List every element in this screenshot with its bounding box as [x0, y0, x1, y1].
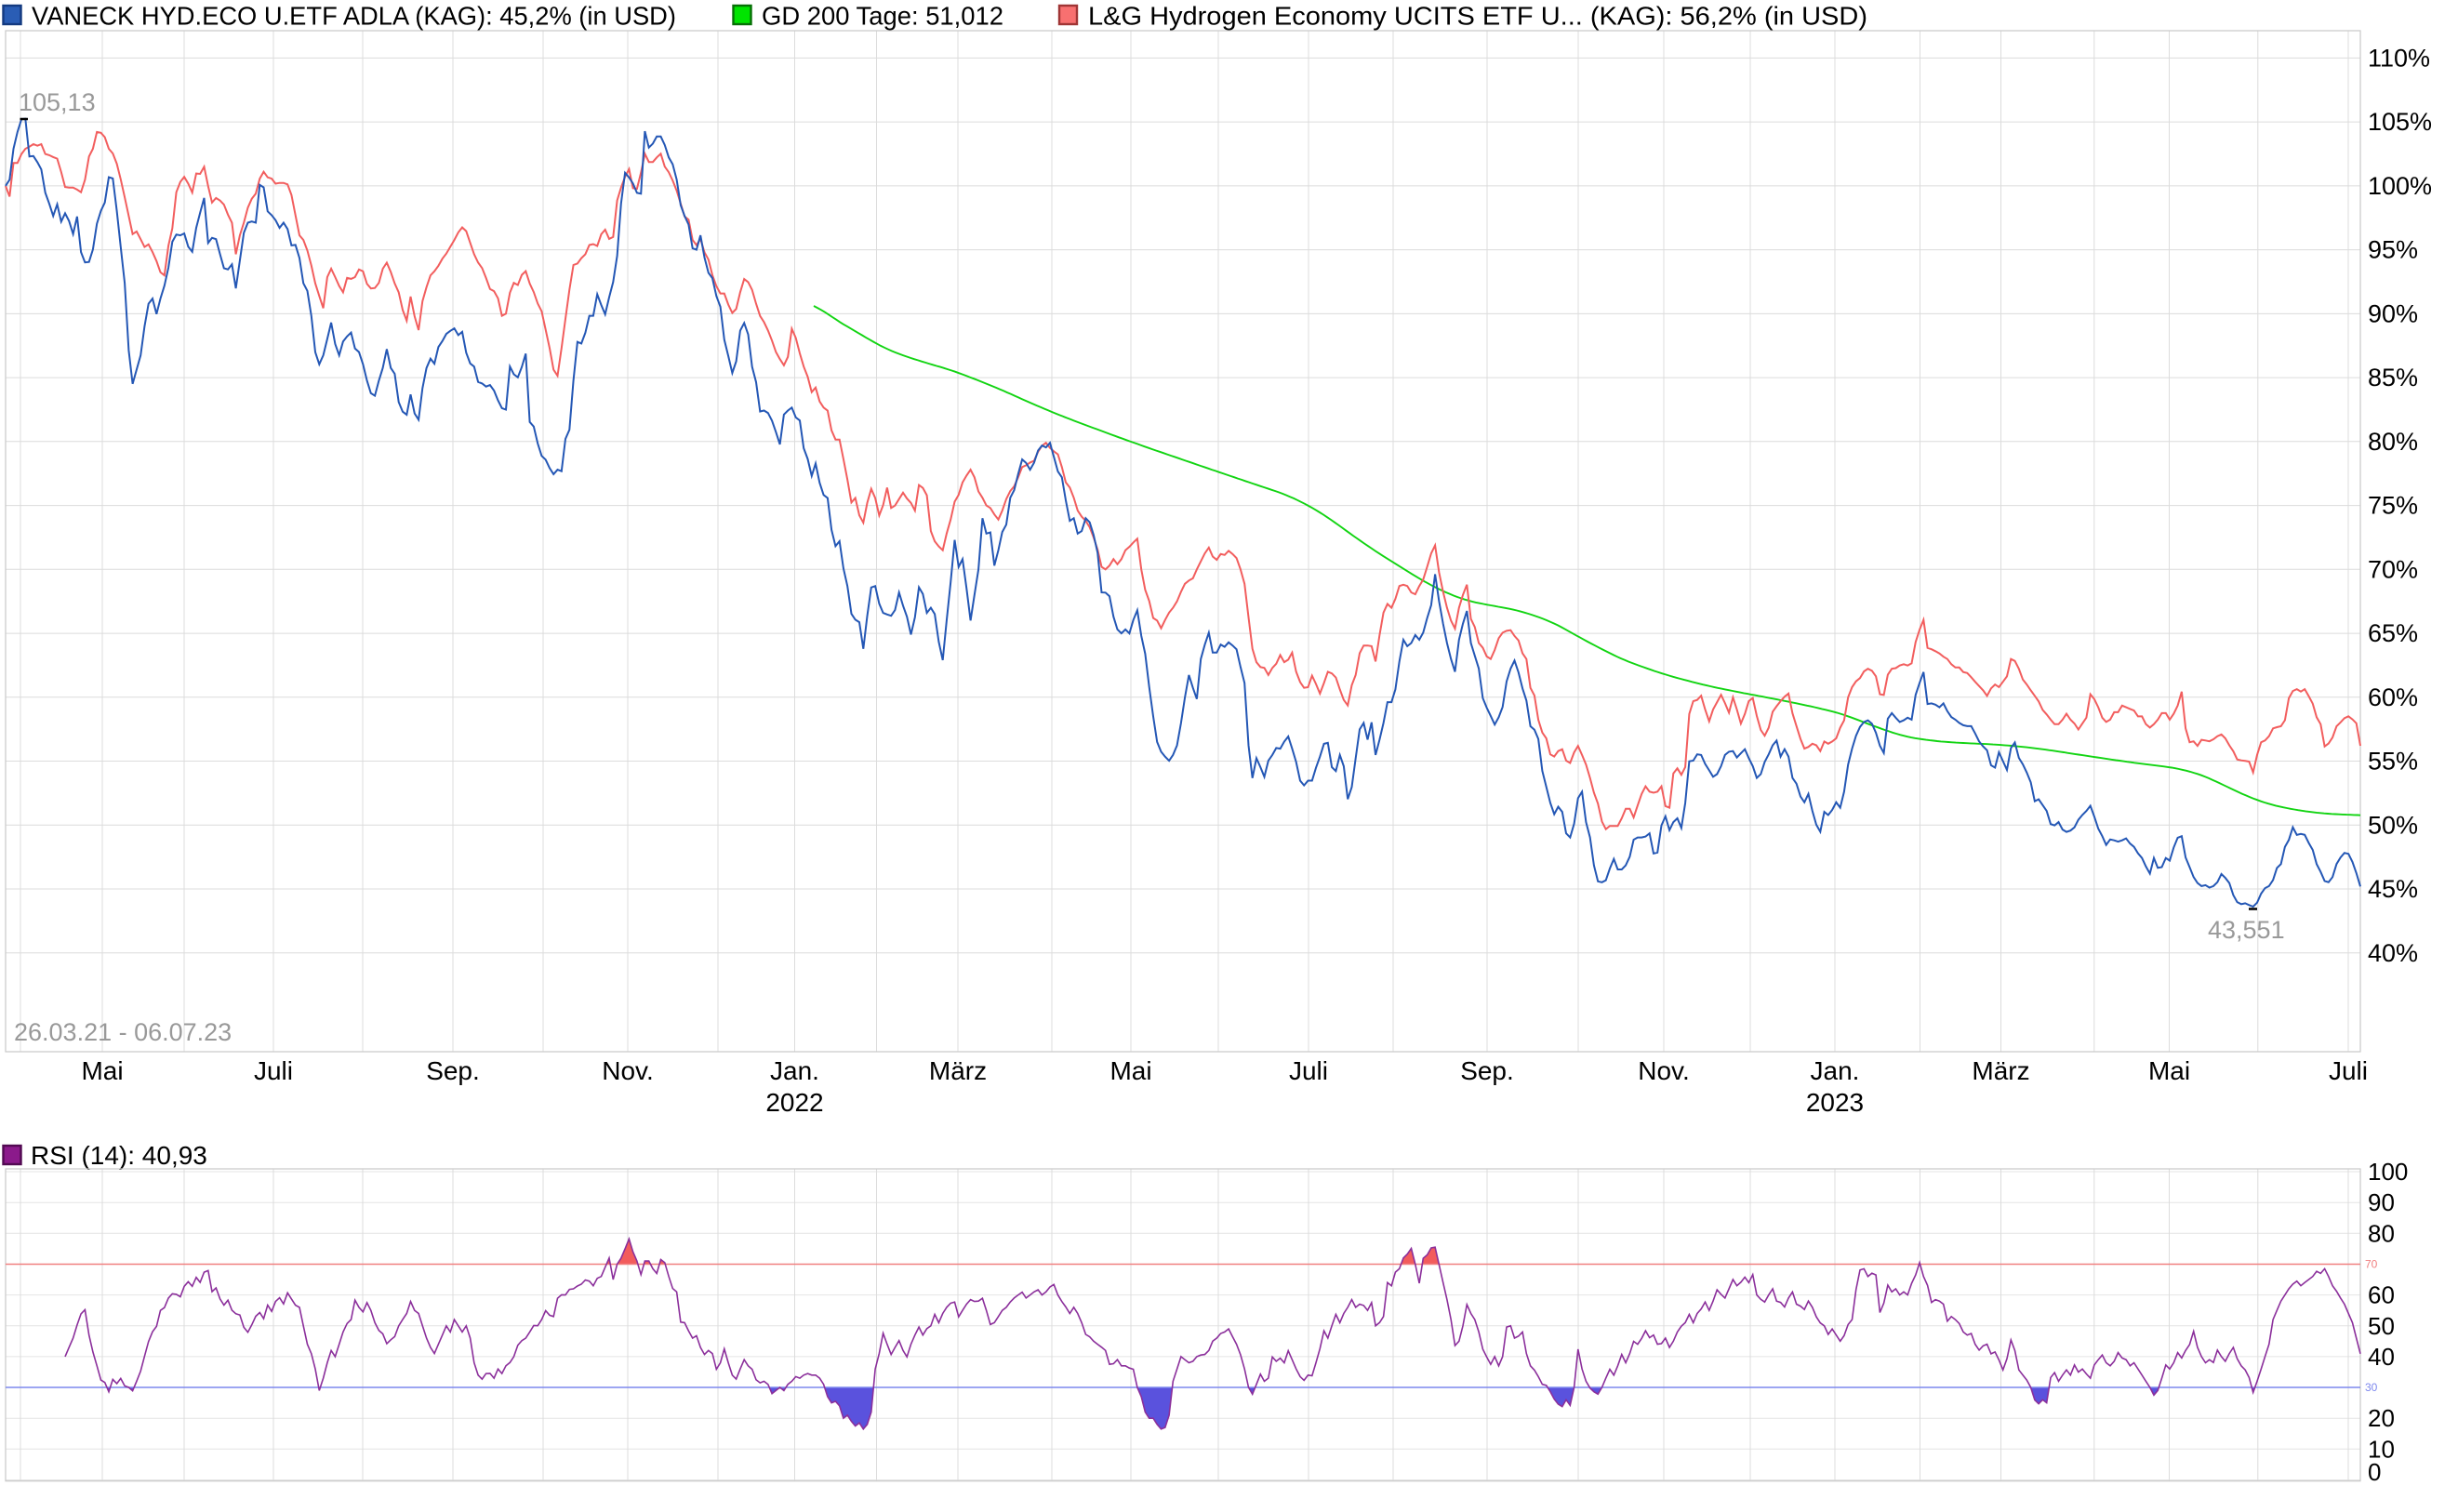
- svg-text:90: 90: [2368, 1188, 2395, 1216]
- svg-text:20: 20: [2368, 1404, 2395, 1432]
- svg-text:90%: 90%: [2368, 299, 2418, 327]
- svg-text:50%: 50%: [2368, 811, 2418, 839]
- svg-text:Nov.: Nov.: [1638, 1056, 1690, 1085]
- svg-text:2023: 2023: [1806, 1088, 1864, 1117]
- svg-text:55%: 55%: [2368, 748, 2418, 776]
- svg-text:Jan.: Jan.: [1811, 1056, 1860, 1085]
- svg-text:40: 40: [2368, 1343, 2395, 1371]
- svg-text:105%: 105%: [2368, 108, 2432, 136]
- svg-text:10: 10: [2368, 1435, 2395, 1463]
- svg-text:Sep.: Sep.: [426, 1056, 480, 1085]
- svg-text:GD 200 Tage: 51,012: GD 200 Tage: 51,012: [762, 2, 1003, 31]
- svg-text:95%: 95%: [2368, 236, 2418, 264]
- svg-text:100: 100: [2368, 1158, 2408, 1186]
- svg-text:70: 70: [2365, 1258, 2378, 1271]
- svg-text:105,13: 105,13: [19, 88, 96, 116]
- svg-text:40%: 40%: [2368, 939, 2418, 967]
- svg-text:80%: 80%: [2368, 428, 2418, 456]
- svg-text:L&G Hydrogen Economy UCITS ETF: L&G Hydrogen Economy UCITS ETF U... (KAG…: [1088, 2, 1867, 31]
- svg-text:März: März: [1972, 1056, 2029, 1085]
- svg-text:0: 0: [2368, 1458, 2381, 1486]
- svg-text:Juli: Juli: [2329, 1056, 2368, 1085]
- svg-text:Juli: Juli: [254, 1056, 293, 1085]
- svg-text:2022: 2022: [765, 1088, 823, 1117]
- svg-text:Mai: Mai: [81, 1056, 123, 1085]
- svg-text:45%: 45%: [2368, 875, 2418, 903]
- svg-text:85%: 85%: [2368, 364, 2418, 391]
- svg-text:80: 80: [2368, 1219, 2395, 1247]
- svg-text:75%: 75%: [2368, 492, 2418, 520]
- svg-text:60%: 60%: [2368, 683, 2418, 711]
- svg-text:50: 50: [2368, 1312, 2395, 1340]
- svg-text:Juli: Juli: [1289, 1056, 1328, 1085]
- svg-text:26.03.21 - 06.07.23: 26.03.21 - 06.07.23: [14, 1018, 232, 1046]
- svg-text:Mai: Mai: [2148, 1056, 2190, 1085]
- svg-text:Nov.: Nov.: [602, 1056, 654, 1085]
- svg-text:110%: 110%: [2368, 44, 2430, 72]
- svg-text:RSI (14): 40,93: RSI (14): 40,93: [31, 1141, 207, 1170]
- svg-text:Jan.: Jan.: [770, 1056, 819, 1085]
- svg-text:30: 30: [2365, 1381, 2378, 1394]
- svg-text:März: März: [929, 1056, 987, 1085]
- svg-text:43,551: 43,551: [2208, 916, 2285, 944]
- svg-text:Sep.: Sep.: [1460, 1056, 1514, 1085]
- svg-text:60: 60: [2368, 1281, 2395, 1309]
- svg-text:Mai: Mai: [1109, 1056, 1151, 1085]
- svg-text:100%: 100%: [2368, 172, 2432, 200]
- svg-text:VANECK HYD.ECO U.ETF ADLA (KAG: VANECK HYD.ECO U.ETF ADLA (KAG): 45,2% (…: [32, 2, 676, 31]
- svg-text:65%: 65%: [2368, 619, 2418, 647]
- svg-text:70%: 70%: [2368, 555, 2418, 583]
